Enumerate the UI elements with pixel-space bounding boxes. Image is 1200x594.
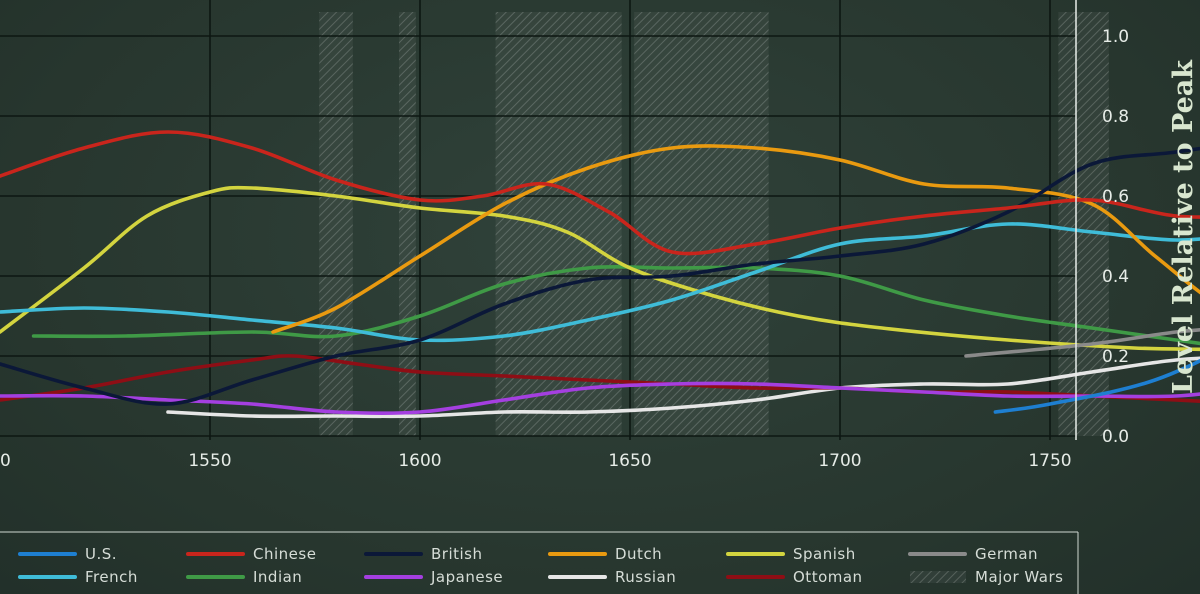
y-tick-labels: 0.0 0.2 0.4 0.6 0.8 1.0 — [1102, 27, 1129, 447]
x-tick-labels: 0015501600165017001750180018501900195020… — [0, 451, 1072, 471]
x-tick-label-00: 00 — [0, 451, 11, 471]
y-tick-label-0-4: 0.4 — [1102, 267, 1129, 287]
x-tick-label-1750: 1750 — [1028, 451, 1071, 471]
y-tick-label-0-0: 0.0 — [1102, 427, 1129, 447]
series-line-japanese — [0, 381, 1200, 416]
war-band-2 — [495, 12, 622, 436]
series-line-indian — [31, 265, 1200, 346]
legend-label-japanese: Japanese — [430, 568, 503, 586]
x-tick-label-1700: 1700 — [818, 451, 861, 471]
grid-lines — [0, 0, 1076, 440]
series-line-french — [0, 222, 1200, 343]
war-band-3 — [634, 12, 769, 436]
series-line-chinese — [0, 130, 1200, 256]
y-tick-label-1-0: 1.0 — [1102, 27, 1129, 47]
legend-label-indian: Indian — [253, 568, 302, 586]
war-band-4 — [1058, 12, 1109, 436]
legend: U.S. Chinese British Dutch Spanish German Fren… — [18, 545, 1063, 586]
series-line-british — [0, 146, 1200, 406]
legend-label-u-s: U.S. — [85, 545, 117, 563]
legend-label-russian: Russian — [615, 568, 676, 586]
legend-label-german: German — [975, 545, 1038, 563]
series-line-spanish — [0, 185, 1200, 352]
legend-label-dutch: Dutch — [615, 545, 662, 563]
series-line-dutch — [271, 144, 1200, 334]
war-band-1 — [399, 12, 416, 436]
x-tick-label-1600: 1600 — [398, 451, 441, 471]
major-wars-bands — [319, 12, 1109, 436]
legend-swatch-major-wars — [910, 571, 966, 583]
legend-label-spanish: Spanish — [793, 545, 856, 563]
x-tick-label-1650: 1650 — [608, 451, 651, 471]
y-tick-label-0-6: 0.6 — [1102, 187, 1129, 207]
legend-label-ottoman: Ottoman — [793, 568, 863, 586]
legend-label-french: French — [85, 568, 138, 586]
x-tick-label-1550: 1550 — [188, 451, 231, 471]
legend-label-chinese: Chinese — [253, 545, 316, 563]
legend-label-british: British — [431, 545, 483, 563]
y-axis-label: Level Relative to Peak — [1168, 59, 1199, 394]
y-tick-label-0-2: 0.2 — [1102, 347, 1129, 367]
legend-label-major-wars: Major Wars — [975, 568, 1063, 586]
war-band-0 — [319, 12, 353, 436]
series-line-russian — [166, 356, 1200, 419]
series-lines — [0, 130, 1200, 419]
y-tick-label-0-8: 0.8 — [1102, 107, 1129, 127]
